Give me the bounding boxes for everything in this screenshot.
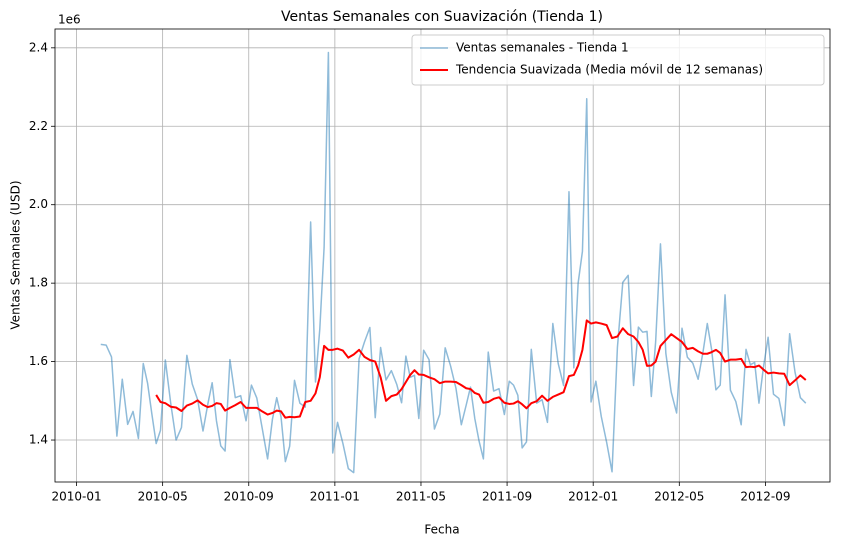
x-tick-label: 2011-05: [396, 490, 446, 504]
x-axis-label: Fecha: [424, 523, 459, 537]
y-tick-label: 1.6: [29, 354, 48, 368]
y-tick-label: 1.4: [29, 433, 48, 447]
y-tick-label: 2.2: [29, 119, 48, 133]
legend: Ventas semanales - Tienda 1 Tendencia Sua…: [411, 34, 825, 86]
x-tick-label: 2011-09: [482, 490, 532, 504]
x-tick-label: 2012-05: [654, 490, 704, 504]
series-line: [155, 319, 807, 419]
x-tick-label: 2012-01: [568, 490, 618, 504]
legend-label: Ventas semanales - Tienda 1: [456, 41, 629, 55]
y-tick-label: 1.8: [29, 276, 48, 290]
legend-box: [411, 34, 825, 86]
chart-title: Ventas Semanales con Suavización (Tienda…: [281, 9, 603, 25]
x-tick-label: 2010-09: [224, 490, 274, 504]
plot-frame: [54, 28, 831, 483]
x-tick-label: 2010-05: [138, 490, 188, 504]
y-tick-label: 2.0: [29, 197, 48, 211]
x-tick-label: 2012-09: [740, 490, 790, 504]
y-axis-label: Ventas Semanales (USD): [9, 180, 23, 329]
x-tick-label: 2011-01: [310, 490, 360, 504]
x-tick-label: 2010-01: [51, 490, 101, 504]
y-tick-label: 2.4: [29, 40, 48, 54]
legend-label: Tendencia Suavizada (Media móvil de 12 s…: [455, 63, 763, 77]
series-line: [100, 51, 807, 474]
y-offset-label: 1e6: [58, 13, 81, 27]
